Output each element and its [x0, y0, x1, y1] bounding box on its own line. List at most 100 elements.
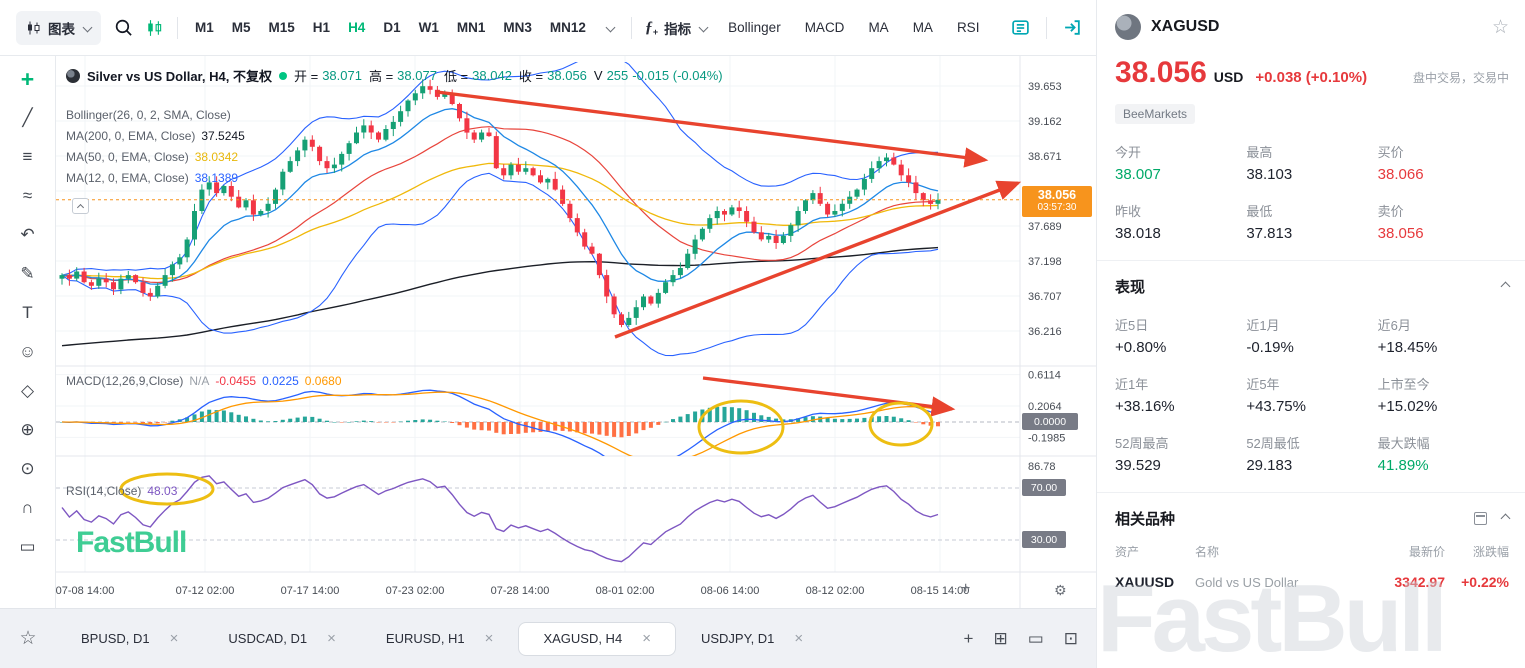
stat-value: 38.007	[1115, 166, 1161, 183]
lock-icon[interactable]: ▭	[19, 537, 36, 556]
add-tool-icon[interactable]: +	[20, 65, 35, 92]
search-icon[interactable]	[114, 18, 133, 37]
perf-value: 29.183	[1246, 457, 1293, 474]
related-row-xauusd[interactable]: XAUUSD Gold vs US Dollar 3342.97 +0.22%	[1115, 574, 1509, 590]
current-price-badge: 38.056 03:57:30	[1022, 186, 1092, 217]
indicator-button-rsi-4[interactable]: RSI	[956, 20, 980, 35]
collapse-right-panel-icon[interactable]	[1063, 18, 1082, 37]
related-col-header-1: 名称	[1195, 545, 1220, 559]
tab-usdcad[interactable]: USDCAD, D1 ×	[203, 622, 361, 656]
pane-collapse-button[interactable]	[72, 198, 89, 214]
fullscreen-icon[interactable]: ⊡	[1063, 628, 1078, 648]
perf-label: 近5日	[1115, 318, 1149, 333]
svg-text:07-28 14:00: 07-28 14:00	[491, 585, 550, 597]
ohlc-label: 低 =	[443, 69, 469, 84]
single-panel-icon[interactable]: ▭	[1027, 628, 1044, 648]
svg-text:38.671: 38.671	[1028, 151, 1062, 163]
add-order-plus-icon[interactable]: +	[961, 580, 971, 597]
related-list-icon[interactable]	[1474, 512, 1487, 525]
timeframe-d1[interactable]: D1	[383, 20, 401, 35]
timeframe-mn12[interactable]: MN12	[549, 20, 586, 35]
perf-cell-4: 近5年 +43.75%	[1246, 374, 1377, 415]
chevron-up-icon[interactable]	[1500, 513, 1511, 524]
favorites-star-icon[interactable]: ☆	[19, 628, 37, 649]
wave-pattern-icon[interactable]: ≈	[22, 186, 33, 205]
related-table-header: 资产 名称 最新价 涨跌幅	[1115, 543, 1509, 560]
chevron-up-icon[interactable]	[1500, 281, 1511, 292]
timeframe-m15[interactable]: M15	[268, 20, 295, 35]
related-asset: XAUUSD	[1115, 574, 1175, 590]
related-change: +0.22%	[1461, 574, 1509, 590]
close-icon[interactable]: ×	[484, 630, 494, 647]
timeframe-w1[interactable]: W1	[418, 20, 439, 35]
perf-cell-0: 近5日 +0.80%	[1115, 315, 1246, 356]
brush-icon[interactable]: ✎	[20, 264, 35, 283]
timeframe-m1[interactable]: M1	[195, 20, 214, 35]
perf-value: +38.16%	[1115, 398, 1175, 415]
close-icon[interactable]: ×	[794, 630, 804, 647]
price-tag-icon[interactable]: ◇	[20, 381, 35, 400]
chart-canvas[interactable]: 39.65339.16238.67138.18037.68937.19836.7…	[56, 56, 1096, 608]
related-title: 相关品种	[1115, 511, 1176, 528]
indicator-button-ma-2[interactable]: MA	[868, 20, 889, 35]
indicators-menu-button[interactable]: ƒ+ 指标	[645, 18, 709, 38]
quote-stat-4: 最低 37.813	[1246, 201, 1377, 242]
timeframe-h4[interactable]: H4	[348, 20, 366, 35]
indicator-button-macd-1[interactable]: MACD	[804, 20, 845, 35]
drawing-tool-rail: + ╱ ≡ ≈ ↶ ✎ T ☺ ◇ ⊕ ⊙ ∩ ▭	[0, 56, 56, 608]
tab-xagusd[interactable]: XAGUSD, H4 ×	[518, 621, 676, 656]
layout-templates-icon[interactable]	[1011, 18, 1030, 37]
broker-badge[interactable]: BeeMarkets	[1115, 104, 1196, 124]
chart-menu-button[interactable]: 图表	[16, 10, 101, 45]
magnet-icon[interactable]: ∩	[21, 498, 34, 517]
tab-label: EURUSD, H1	[385, 631, 465, 646]
tab-bar-tools: + ⊞ ▭ ⊡	[964, 629, 1079, 649]
emoji-sticker-icon[interactable]: ☺	[18, 342, 37, 361]
chart-area[interactable]: 39.65339.16238.67138.18037.68937.19836.7…	[56, 56, 1096, 608]
chart-tab-bar: ☆ BPUSD, D1 × USDCAD, D1 × EURUSD, H1 × XAGUSD…	[0, 608, 1096, 668]
close-icon[interactable]: ×	[169, 630, 179, 647]
ma12-legend: MA(12, 0, EMA, Close) 38.1389	[66, 171, 239, 185]
timeframe-mn3[interactable]: MN3	[503, 20, 532, 35]
perf-cell-6: 52周最高 39.529	[1115, 433, 1246, 474]
svg-text:36.216: 36.216	[1028, 326, 1062, 338]
ohlc-label: 收 =	[518, 69, 544, 84]
candle-style-icon[interactable]	[146, 19, 164, 37]
perf-cell-2: 近6月 +18.45%	[1378, 315, 1509, 356]
perf-label: 近1月	[1246, 318, 1280, 333]
ohlc-value: 38.071	[322, 68, 362, 83]
svg-text:0.6114: 0.6114	[1028, 370, 1061, 382]
perf-label: 52周最高	[1115, 436, 1169, 451]
tab-usdjpy[interactable]: USDJPY, D1 ×	[676, 622, 828, 656]
indicator-button-bollinger-0[interactable]: Bollinger	[728, 20, 781, 35]
quote-panel: XAGUSD ☆ 38.056 USD +0.038 (+0.10%) 盘中交易…	[1096, 0, 1525, 668]
toolbar-right-group	[1011, 16, 1082, 39]
timeframe-h1[interactable]: H1	[312, 20, 331, 35]
tab-label: USDJPY, D1	[700, 631, 775, 646]
stat-value: 38.066	[1377, 166, 1424, 183]
fib-lines-icon[interactable]: ≡	[22, 147, 33, 166]
stat-label: 卖价	[1377, 204, 1404, 219]
chart-settings-gear-icon[interactable]: ⚙	[1054, 582, 1067, 598]
text-tool-icon[interactable]: T	[22, 303, 33, 322]
timeframe-m5[interactable]: M5	[231, 20, 251, 35]
zoom-in-icon[interactable]: ⊕	[20, 420, 35, 439]
add-chart-tab-button[interactable]: +	[963, 628, 974, 648]
trend-line-icon[interactable]: ╱	[22, 108, 33, 127]
stat-label: 最高	[1246, 145, 1273, 160]
tab-eurusd[interactable]: EURUSD, H1 ×	[361, 622, 519, 656]
close-icon[interactable]: ×	[327, 630, 336, 647]
indicator-button-ma-3[interactable]: MA	[912, 20, 933, 35]
forecast-arrow-icon[interactable]: ↶	[20, 225, 35, 244]
tab-bpusd[interactable]: BPUSD, D1 ×	[56, 622, 203, 656]
related-price: 3342.97	[1394, 574, 1445, 590]
ohlc-label: 高 =	[368, 69, 394, 84]
timeframe-mn1[interactable]: MN1	[456, 20, 486, 35]
chevron-down-icon[interactable]	[605, 22, 616, 33]
layout-grid-icon[interactable]: ⊞	[993, 628, 1008, 648]
close-icon[interactable]: ×	[642, 630, 651, 647]
favorite-star-icon[interactable]: ☆	[1491, 16, 1509, 38]
measure-icon[interactable]: ⊙	[20, 459, 35, 478]
rsi-legend: RSI(14,Close) 48.03	[66, 484, 178, 498]
